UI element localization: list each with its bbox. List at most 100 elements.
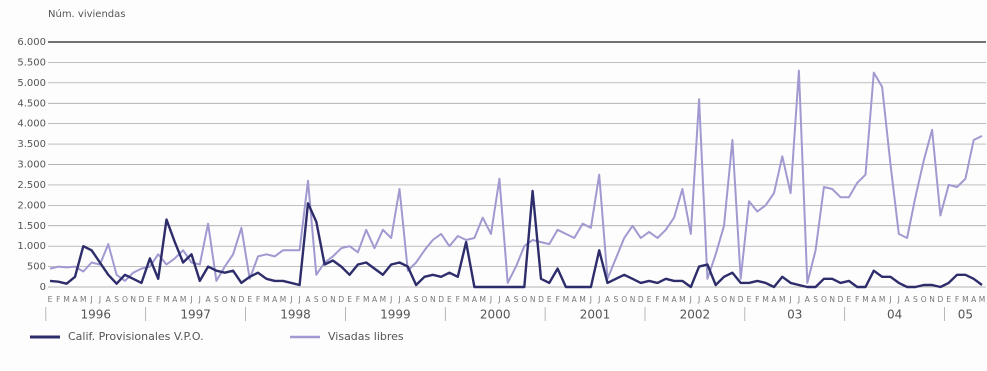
month-label: F xyxy=(555,295,559,304)
month-label: A xyxy=(172,295,178,304)
month-label: M xyxy=(463,295,469,304)
month-label: N xyxy=(130,295,136,304)
month-label: E xyxy=(946,295,951,304)
month-label: M xyxy=(663,295,669,304)
y-tick-label: 3.500 xyxy=(17,139,46,150)
month-label: J xyxy=(489,295,492,304)
y-tick-label: 0 xyxy=(40,282,46,293)
month-label: A xyxy=(805,295,811,304)
month-label: J xyxy=(589,295,592,304)
month-label: A xyxy=(106,295,112,304)
month-label: J xyxy=(497,295,500,304)
month-label: D xyxy=(838,295,844,304)
month-label: J xyxy=(888,295,891,304)
year-label: 04 xyxy=(887,308,902,322)
month-label: M xyxy=(979,295,985,304)
month-label: F xyxy=(755,295,759,304)
month-label: N xyxy=(829,295,835,304)
y-axis-label: Núm. viviendas xyxy=(48,8,126,20)
month-label: M xyxy=(180,295,186,304)
month-label: F xyxy=(156,295,160,304)
year-label: 1997 xyxy=(180,308,211,322)
month-label: M xyxy=(63,295,69,304)
month-label: N xyxy=(730,295,736,304)
month-label: M xyxy=(263,295,269,304)
month-label: M xyxy=(479,295,485,304)
month-label: A xyxy=(572,295,578,304)
month-label: O xyxy=(721,295,727,304)
month-label: J xyxy=(697,295,700,304)
month-label: F xyxy=(456,295,460,304)
month-label: M xyxy=(163,295,169,304)
month-label: J xyxy=(689,295,692,304)
month-label: S xyxy=(414,295,419,304)
month-label: M xyxy=(862,295,868,304)
month-label: E xyxy=(647,295,652,304)
month-label: E xyxy=(347,295,352,304)
month-label: O xyxy=(222,295,228,304)
year-label: 2000 xyxy=(480,308,511,322)
month-label: O xyxy=(521,295,527,304)
month-label: M xyxy=(80,295,86,304)
month-label: A xyxy=(771,295,777,304)
month-label: S xyxy=(713,295,718,304)
month-label: M xyxy=(579,295,585,304)
month-label: A xyxy=(705,295,711,304)
month-label: J xyxy=(797,295,800,304)
y-tick-label: 6.000 xyxy=(17,37,46,48)
month-label: J xyxy=(897,295,900,304)
y-tick-label: 2.500 xyxy=(17,180,46,191)
month-label: S xyxy=(114,295,119,304)
month-label: J xyxy=(189,295,192,304)
month-label: M xyxy=(380,295,386,304)
month-label: M xyxy=(962,295,968,304)
month-label: J xyxy=(98,295,101,304)
month-label: D xyxy=(139,295,145,304)
year-label: 1998 xyxy=(280,308,311,322)
month-label: O xyxy=(322,295,328,304)
month-label: S xyxy=(913,295,918,304)
y-tick-label: 4.000 xyxy=(17,119,46,130)
month-label: O xyxy=(122,295,128,304)
y-tick-label: 3.000 xyxy=(17,160,46,171)
month-label: O xyxy=(821,295,827,304)
month-label: N xyxy=(430,295,436,304)
month-label: A xyxy=(272,295,278,304)
year-label: 2002 xyxy=(680,308,711,322)
month-label: N xyxy=(230,295,236,304)
month-label: M xyxy=(280,295,286,304)
month-label: F xyxy=(655,295,659,304)
month-label: S xyxy=(514,295,519,304)
month-label: S xyxy=(613,295,618,304)
month-label: M xyxy=(679,295,685,304)
month-label: D xyxy=(239,295,245,304)
month-label: S xyxy=(214,295,219,304)
month-label: F xyxy=(56,295,60,304)
month-label: O xyxy=(921,295,927,304)
legend-label: Calif. Provisionales V.P.O. xyxy=(68,330,204,343)
month-label: A xyxy=(472,295,478,304)
month-label: A xyxy=(405,295,411,304)
y-tick-label: 4.500 xyxy=(17,98,46,109)
month-label: A xyxy=(305,295,311,304)
month-label: N xyxy=(330,295,336,304)
month-label: M xyxy=(879,295,885,304)
month-label: M xyxy=(779,295,785,304)
month-label: M xyxy=(563,295,569,304)
month-label: N xyxy=(630,295,636,304)
month-label: E xyxy=(247,295,252,304)
month-label: D xyxy=(438,295,444,304)
month-label: D xyxy=(338,295,344,304)
series-line xyxy=(49,69,983,284)
month-label: A xyxy=(971,295,977,304)
month-label: F xyxy=(356,295,360,304)
year-label: 05 xyxy=(958,308,973,322)
year-label: 2001 xyxy=(580,308,611,322)
month-label: E xyxy=(846,295,851,304)
month-label: O xyxy=(621,295,627,304)
legend-label: Visadas libres xyxy=(328,330,404,343)
y-tick-label: 1.500 xyxy=(17,221,46,232)
year-label: 1996 xyxy=(80,308,111,322)
month-label: O xyxy=(422,295,428,304)
